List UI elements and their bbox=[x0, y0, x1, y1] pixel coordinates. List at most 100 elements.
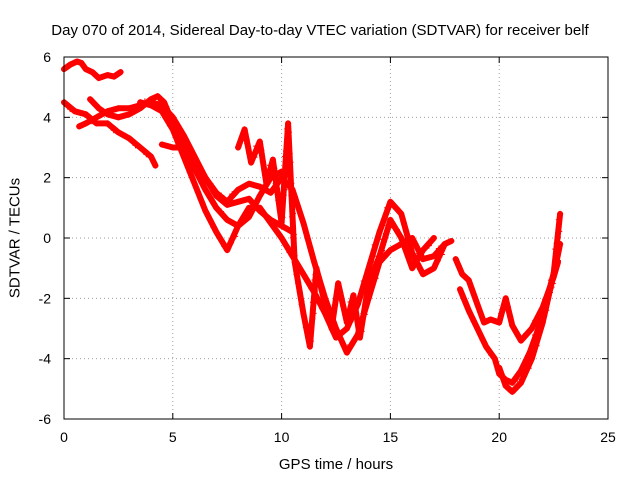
data-point-marker bbox=[278, 235, 285, 241]
y-tick-label: 0 bbox=[43, 230, 51, 246]
data-point-marker bbox=[412, 240, 419, 247]
data-point-marker bbox=[289, 222, 296, 229]
data-point-marker bbox=[267, 189, 274, 196]
data-point-marker bbox=[293, 271, 300, 278]
data-point-marker bbox=[275, 197, 282, 204]
data-point-marker bbox=[355, 321, 361, 328]
x-tick-label: 5 bbox=[169, 429, 177, 445]
data-point-marker bbox=[310, 310, 317, 317]
data-point-marker bbox=[110, 127, 117, 134]
data-point-marker bbox=[261, 167, 268, 174]
data-point-marker bbox=[256, 183, 263, 190]
data-point-marker bbox=[198, 178, 205, 185]
data-point-marker bbox=[253, 143, 260, 150]
data-point-marker bbox=[235, 186, 242, 193]
data-point-marker bbox=[161, 99, 168, 106]
data-point-marker bbox=[309, 299, 316, 306]
data-point-marker bbox=[351, 303, 358, 310]
data-point-marker bbox=[180, 144, 187, 151]
data-point-marker bbox=[528, 355, 535, 362]
data-point-marker bbox=[333, 296, 340, 303]
data-point-marker bbox=[337, 293, 344, 300]
data-point-marker bbox=[363, 298, 370, 305]
data-point-marker bbox=[363, 286, 370, 293]
data-point-marker bbox=[298, 213, 305, 220]
data-point-marker bbox=[488, 352, 495, 359]
x-axis-label: GPS time / hours bbox=[278, 456, 394, 473]
data-point-marker bbox=[218, 208, 225, 215]
data-point-marker bbox=[387, 216, 394, 223]
data-point-marker bbox=[304, 278, 311, 285]
data-point-marker bbox=[271, 168, 278, 175]
data-point-marker bbox=[300, 271, 307, 278]
data-point-marker bbox=[337, 289, 344, 296]
data-point-marker bbox=[353, 312, 360, 319]
data-point-marker bbox=[202, 174, 209, 181]
data-point-marker bbox=[514, 376, 521, 383]
data-point-marker bbox=[307, 326, 314, 333]
data-point-marker bbox=[210, 224, 217, 231]
data-point-marker bbox=[434, 257, 441, 264]
data-point-marker bbox=[509, 379, 516, 386]
data-point-marker bbox=[415, 250, 422, 257]
data-point-marker bbox=[517, 367, 524, 374]
data-point-marker bbox=[315, 274, 322, 281]
data-point-marker bbox=[330, 319, 337, 326]
data-point-marker bbox=[148, 153, 155, 160]
data-point-marker bbox=[351, 337, 358, 344]
data-point-marker bbox=[308, 321, 315, 328]
data-point-marker bbox=[316, 277, 323, 284]
data-point-marker bbox=[282, 164, 289, 171]
data-point-marker bbox=[513, 329, 520, 336]
data-point-marker bbox=[87, 96, 94, 103]
data-point-marker bbox=[480, 319, 487, 326]
data-point-marker bbox=[517, 337, 524, 344]
x-tick-label: 0 bbox=[60, 429, 68, 445]
data-point-marker bbox=[267, 219, 274, 226]
data-point-marker bbox=[95, 75, 102, 82]
data-point-marker bbox=[300, 219, 307, 226]
data-point-marker bbox=[172, 133, 179, 140]
data-point-marker bbox=[117, 69, 124, 76]
data-point-marker bbox=[543, 296, 550, 303]
data-point-marker bbox=[368, 275, 375, 282]
data-point-marker bbox=[479, 336, 486, 343]
data-point-marker bbox=[537, 325, 544, 332]
data-point-marker bbox=[278, 203, 285, 210]
data-point-marker bbox=[279, 214, 286, 221]
data-point-marker bbox=[491, 355, 498, 362]
data-point-marker bbox=[282, 153, 289, 160]
data-point-marker bbox=[111, 73, 118, 80]
data-point-marker bbox=[258, 150, 265, 157]
data-point-marker bbox=[248, 159, 255, 166]
data-point-marker bbox=[246, 150, 253, 157]
chart-title: Day 070 of 2014, Sidereal Day-to-day VTE… bbox=[51, 22, 589, 39]
data-point-marker bbox=[180, 132, 187, 139]
data-point-marker bbox=[400, 219, 407, 226]
y-tick-label: -6 bbox=[39, 411, 52, 427]
data-point-marker bbox=[202, 186, 209, 193]
data-point-marker bbox=[474, 325, 481, 332]
data-point-marker bbox=[307, 245, 314, 252]
data-point-marker bbox=[350, 292, 357, 299]
data-point-marker bbox=[362, 304, 369, 311]
data-point-marker bbox=[393, 226, 400, 233]
data-point-marker bbox=[213, 204, 220, 211]
data-point-marker bbox=[251, 154, 258, 161]
data-point-marker bbox=[245, 204, 252, 211]
data-point-marker bbox=[194, 188, 201, 195]
data-point-marker bbox=[343, 325, 350, 332]
data-point-marker bbox=[398, 235, 405, 241]
data-point-marker bbox=[347, 342, 354, 348]
data-point-marker bbox=[403, 228, 410, 235]
data-point-marker bbox=[252, 199, 259, 206]
y-tick-label: 6 bbox=[43, 49, 51, 65]
data-point-marker bbox=[320, 294, 327, 301]
data-point-marker bbox=[274, 185, 281, 192]
data-point-marker bbox=[295, 280, 302, 287]
data-point-marker bbox=[224, 198, 231, 205]
data-point-marker bbox=[357, 294, 364, 301]
data-point-marker bbox=[185, 148, 192, 155]
data-point-marker bbox=[224, 247, 231, 254]
